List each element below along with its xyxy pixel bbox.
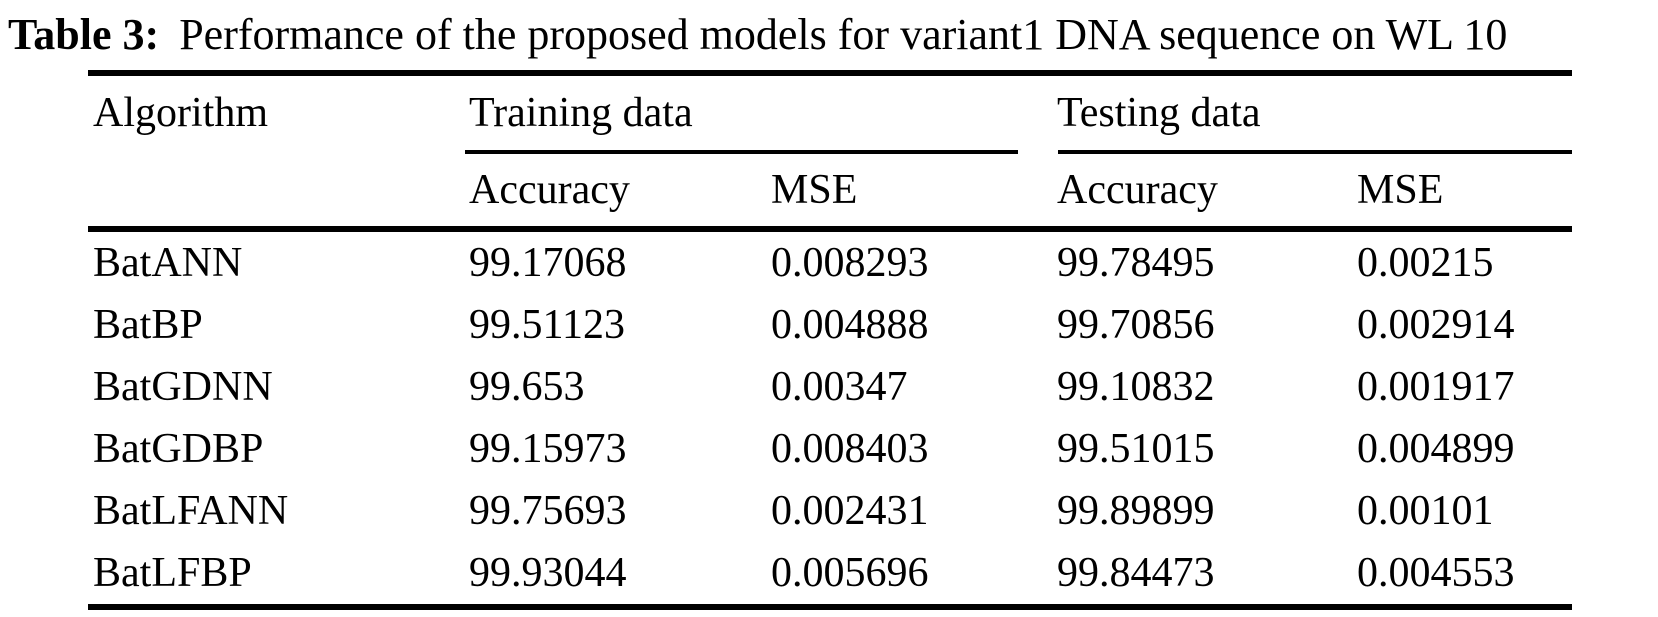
bottom-rule xyxy=(88,604,1572,610)
cell-test-accuracy: 99.70856 xyxy=(1057,302,1215,348)
cell-train-mse: 0.008293 xyxy=(771,240,929,286)
cell-train-mse: 0.008403 xyxy=(771,426,929,472)
table-row: BatGDNN 99.653 0.00347 99.10832 0.001917 xyxy=(88,356,1572,418)
table-row: BatGDBP 99.15973 0.008403 99.51015 0.004… xyxy=(88,418,1572,480)
table-row: BatBP 99.51123 0.004888 99.70856 0.00291… xyxy=(88,294,1572,356)
subheader-testing-accuracy: Accuracy xyxy=(1057,167,1218,213)
subheader-training-accuracy: Accuracy xyxy=(469,167,630,213)
bottom-rule-row xyxy=(88,604,1572,610)
cell-train-accuracy: 99.17068 xyxy=(469,240,627,286)
group-header-testing: Testing data xyxy=(1057,90,1261,136)
group-header-training: Training data xyxy=(469,90,693,136)
mid-rule-row xyxy=(88,226,1572,232)
top-rule xyxy=(88,70,1572,76)
cell-algorithm: BatGDNN xyxy=(93,364,273,410)
cell-train-mse: 0.005696 xyxy=(771,550,929,596)
top-rule-row xyxy=(88,70,1572,76)
cell-algorithm: BatLFBP xyxy=(93,550,252,596)
cell-test-mse: 0.002914 xyxy=(1357,302,1515,348)
subheader-testing-mse: MSE xyxy=(1357,167,1444,213)
cell-test-accuracy: 99.10832 xyxy=(1057,364,1215,410)
cell-test-mse: 0.00101 xyxy=(1357,488,1494,534)
cell-test-mse: 0.004553 xyxy=(1357,550,1515,596)
cell-test-accuracy: 99.84473 xyxy=(1057,550,1215,596)
caption-text: Performance of the proposed models for v… xyxy=(179,10,1508,59)
cell-train-accuracy: 99.653 xyxy=(469,364,585,410)
cell-test-mse: 0.001917 xyxy=(1357,364,1515,410)
cell-train-accuracy: 99.75693 xyxy=(469,488,627,534)
subheader-row: Accuracy MSE Accuracy MSE xyxy=(88,154,1572,226)
cell-algorithm: BatBP xyxy=(93,302,203,348)
subheader-training-mse: MSE xyxy=(771,167,858,213)
table-row: BatLFBP 99.93044 0.005696 99.84473 0.004… xyxy=(88,542,1572,604)
col-header-algorithm: Algorithm xyxy=(93,90,268,136)
cell-train-mse: 0.00347 xyxy=(771,364,908,410)
training-cmidrule xyxy=(465,150,1018,154)
table-row: BatANN 99.17068 0.008293 99.78495 0.0021… xyxy=(88,232,1572,294)
results-table: Algorithm Training data Testing data Acc… xyxy=(88,70,1572,610)
cell-train-mse: 0.004888 xyxy=(771,302,929,348)
cell-algorithm: BatGDBP xyxy=(93,426,264,472)
mid-rule xyxy=(88,226,1572,232)
cell-train-accuracy: 99.93044 xyxy=(469,550,627,596)
cmidrule-row xyxy=(88,150,1572,154)
cell-train-mse: 0.002431 xyxy=(771,488,929,534)
cell-train-accuracy: 99.15973 xyxy=(469,426,627,472)
cell-test-accuracy: 99.89899 xyxy=(1057,488,1215,534)
cell-algorithm: BatANN xyxy=(93,240,243,286)
table-caption: Table 3: Performance of the proposed mode… xyxy=(8,6,1658,64)
caption-label: Table 3: xyxy=(8,10,160,59)
group-header-row: Algorithm Training data Testing data xyxy=(88,76,1572,150)
testing-cmidrule xyxy=(1058,150,1572,154)
subheader-empty xyxy=(88,154,464,226)
table-row: BatLFANN 99.75693 0.002431 99.89899 0.00… xyxy=(88,480,1572,542)
cell-test-mse: 0.00215 xyxy=(1357,240,1494,286)
cell-algorithm: BatLFANN xyxy=(93,488,289,534)
cell-test-accuracy: 99.78495 xyxy=(1057,240,1215,286)
cell-test-mse: 0.004899 xyxy=(1357,426,1515,472)
cell-test-accuracy: 99.51015 xyxy=(1057,426,1215,472)
cell-train-accuracy: 99.51123 xyxy=(469,302,625,348)
